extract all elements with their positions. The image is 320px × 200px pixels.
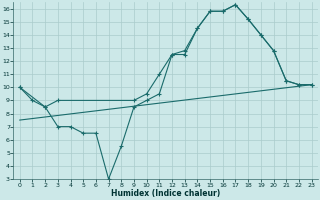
X-axis label: Humidex (Indice chaleur): Humidex (Indice chaleur) [111, 189, 220, 198]
